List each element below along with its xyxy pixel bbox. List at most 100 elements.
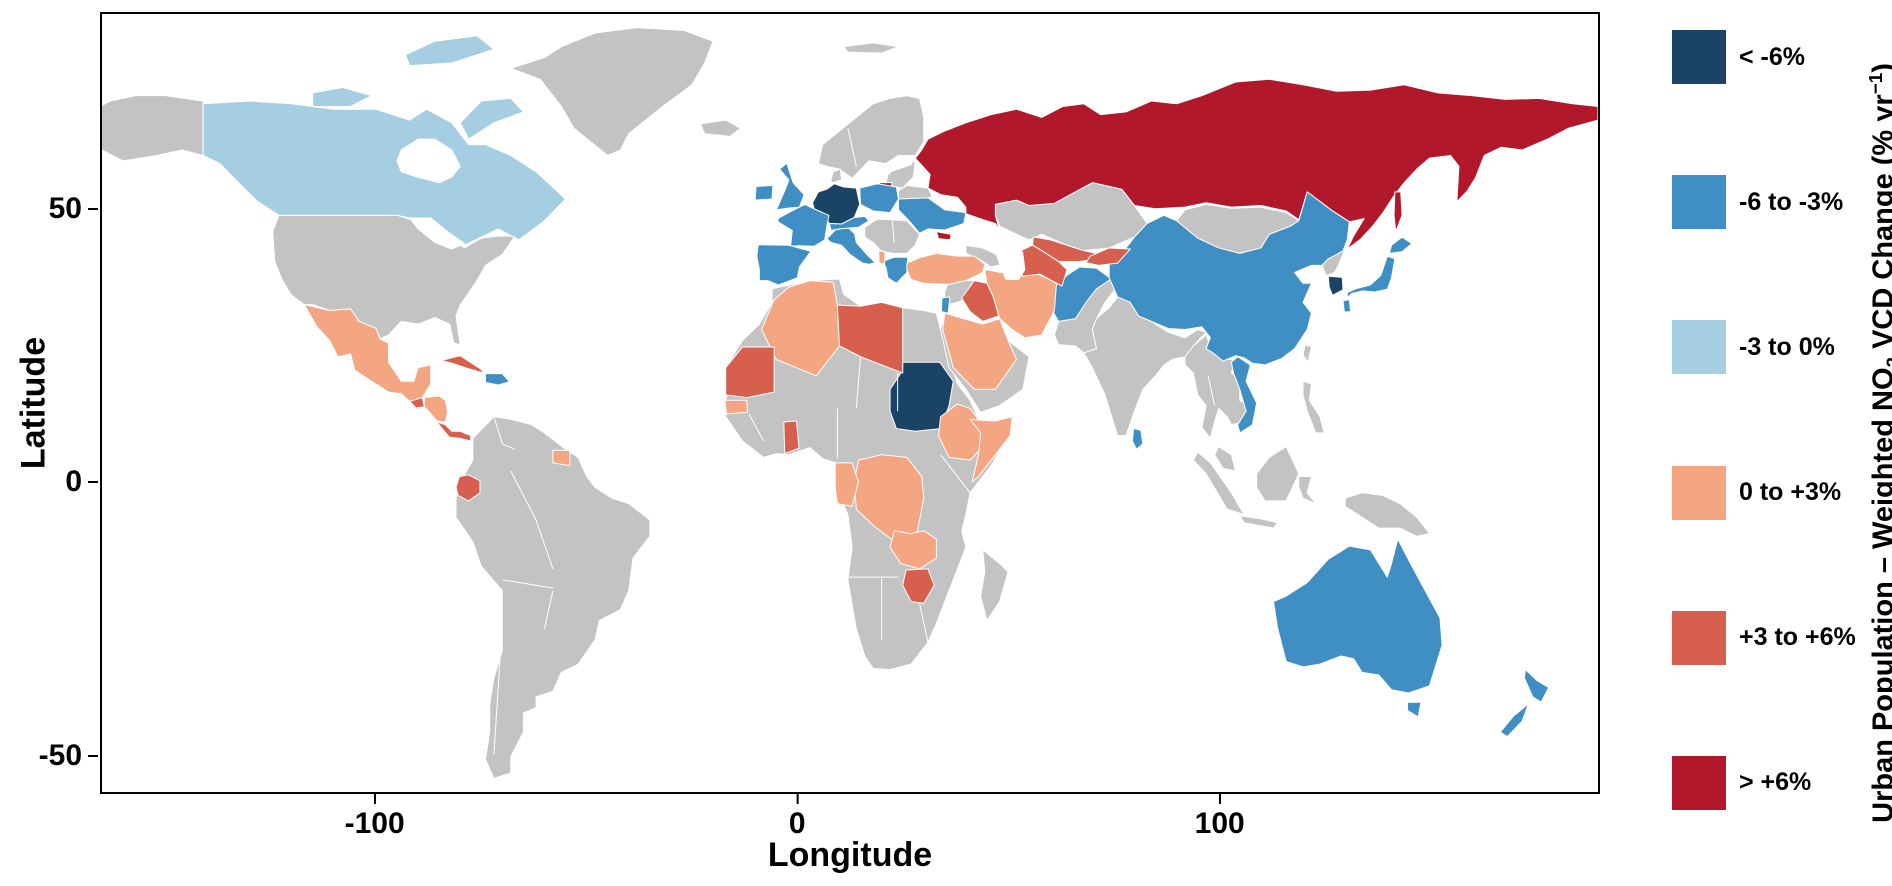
legend-title: Urban Population – Weighted NO2 VCD Chan… — [1856, 0, 1892, 886]
country-russia — [936, 232, 951, 240]
country-democratic-republic-of-the-congo — [854, 455, 924, 545]
y-axis-tick: -50 — [0, 739, 98, 773]
country-suriname — [553, 450, 570, 465]
world-map — [102, 14, 1598, 792]
country-china — [1109, 192, 1349, 365]
country-border-line — [920, 603, 928, 642]
country-saudi-arabia — [943, 313, 1017, 389]
legend-swatch — [1672, 755, 1726, 810]
country-sri-lanka — [1132, 429, 1143, 450]
water-body — [410, 218, 465, 249]
country-gabon — [835, 463, 858, 507]
x-tick-label: 100 — [1194, 807, 1245, 840]
legend-swatch — [1672, 610, 1726, 665]
y-axis-title: Latitude — [14, 336, 53, 470]
landmass-no-data — [865, 219, 920, 253]
country-albania — [879, 251, 885, 265]
country-senegal — [725, 400, 748, 414]
country-border-line — [892, 220, 894, 243]
legend-label: +3 to +6% — [1739, 623, 1856, 652]
landmass-no-data — [831, 169, 842, 183]
landmass-no-data — [1257, 447, 1299, 501]
country-zambia — [890, 531, 936, 569]
country-japan — [1389, 237, 1411, 253]
country-new-zealand — [1524, 670, 1548, 703]
legend-title-text: ) — [1868, 63, 1892, 73]
country-new-zealand — [1500, 704, 1528, 737]
country-turkey — [907, 253, 985, 284]
legend-swatch — [1672, 175, 1726, 230]
landmass-no-data — [981, 550, 1008, 621]
y-axis-tick: 0 — [0, 465, 98, 499]
country-sudan — [890, 362, 953, 431]
tick-mark — [1218, 794, 1221, 804]
legend-item: 0 to +3% — [1672, 465, 1856, 520]
landmass-no-data — [966, 245, 1004, 267]
country-ghana — [784, 421, 799, 454]
legend-item: -6 to -3% — [1672, 175, 1856, 230]
country-cuba — [441, 356, 483, 373]
y-tick-label: -50 — [38, 738, 82, 772]
country-panama — [437, 422, 471, 441]
legend-title-text: VCD Change (% yr — [1867, 94, 1892, 349]
country-kyrgyzstan — [1086, 248, 1130, 265]
legend-label: -6 to -3% — [1739, 187, 1844, 216]
country-canada — [460, 98, 523, 139]
legend-swatch — [1672, 30, 1726, 84]
country-united-kingdom — [776, 163, 804, 210]
country-libya — [837, 302, 902, 373]
country-border-line — [848, 128, 856, 166]
legend-label: < -6% — [1739, 42, 1806, 71]
country-greece — [882, 257, 907, 283]
y-tick-label: 50 — [48, 191, 82, 225]
country-border-line — [494, 417, 515, 450]
landmass-no-data — [818, 96, 923, 179]
legend-swatch — [1672, 465, 1726, 520]
legend-item: -3 to 0% — [1672, 320, 1856, 375]
country-spain — [757, 245, 811, 285]
country-border-line — [1208, 376, 1214, 406]
country-somalia — [970, 417, 1012, 482]
x-tick-label: 0 — [788, 807, 806, 840]
country-canada — [203, 101, 565, 245]
landmass-no-data — [1303, 345, 1311, 362]
country-australia — [1274, 539, 1443, 693]
landmass-no-data — [700, 120, 740, 136]
landmass-no-data — [1303, 381, 1324, 433]
x-axis-tick: 100 — [1195, 794, 1245, 841]
x-axis-tick: 0 — [789, 794, 806, 841]
country-switzerland — [829, 216, 869, 230]
country-france — [778, 204, 829, 246]
y-axis-tick: 50 — [0, 192, 98, 226]
country-ukraine — [898, 198, 965, 233]
legend-label: -3 to 0% — [1739, 332, 1835, 361]
country-guatemala — [410, 398, 425, 408]
landmass-no-data — [1299, 476, 1316, 503]
map-plot — [100, 12, 1600, 794]
x-axis-title: Longitude — [767, 836, 933, 874]
country-border-line — [511, 471, 553, 569]
country-border-line — [749, 414, 764, 441]
country-russia — [915, 79, 1598, 249]
landmass-no-data — [1215, 447, 1236, 471]
legend-title-text: Urban Population – Weighted NO — [1867, 367, 1892, 823]
country-border-line — [544, 591, 552, 629]
country-japan — [1343, 300, 1351, 313]
country-japan — [1347, 256, 1395, 298]
y-tick-label: 0 — [65, 465, 82, 499]
country-poland — [860, 184, 899, 213]
landmass-no-data — [511, 28, 713, 156]
water-body — [995, 234, 1025, 279]
country-ireland — [755, 185, 773, 200]
country-algeria — [762, 281, 840, 376]
country-mauritania — [726, 347, 774, 398]
superscript-minus-1: −1 — [1865, 72, 1886, 95]
country-vietnam — [1231, 357, 1256, 433]
legend-item: < -6% — [1672, 30, 1856, 84]
country-border-line — [941, 455, 970, 493]
tick-mark — [88, 481, 98, 484]
country-border-line — [494, 623, 502, 754]
landmass-no-data — [1193, 452, 1244, 515]
legend-label: 0 to +3% — [1739, 478, 1842, 507]
